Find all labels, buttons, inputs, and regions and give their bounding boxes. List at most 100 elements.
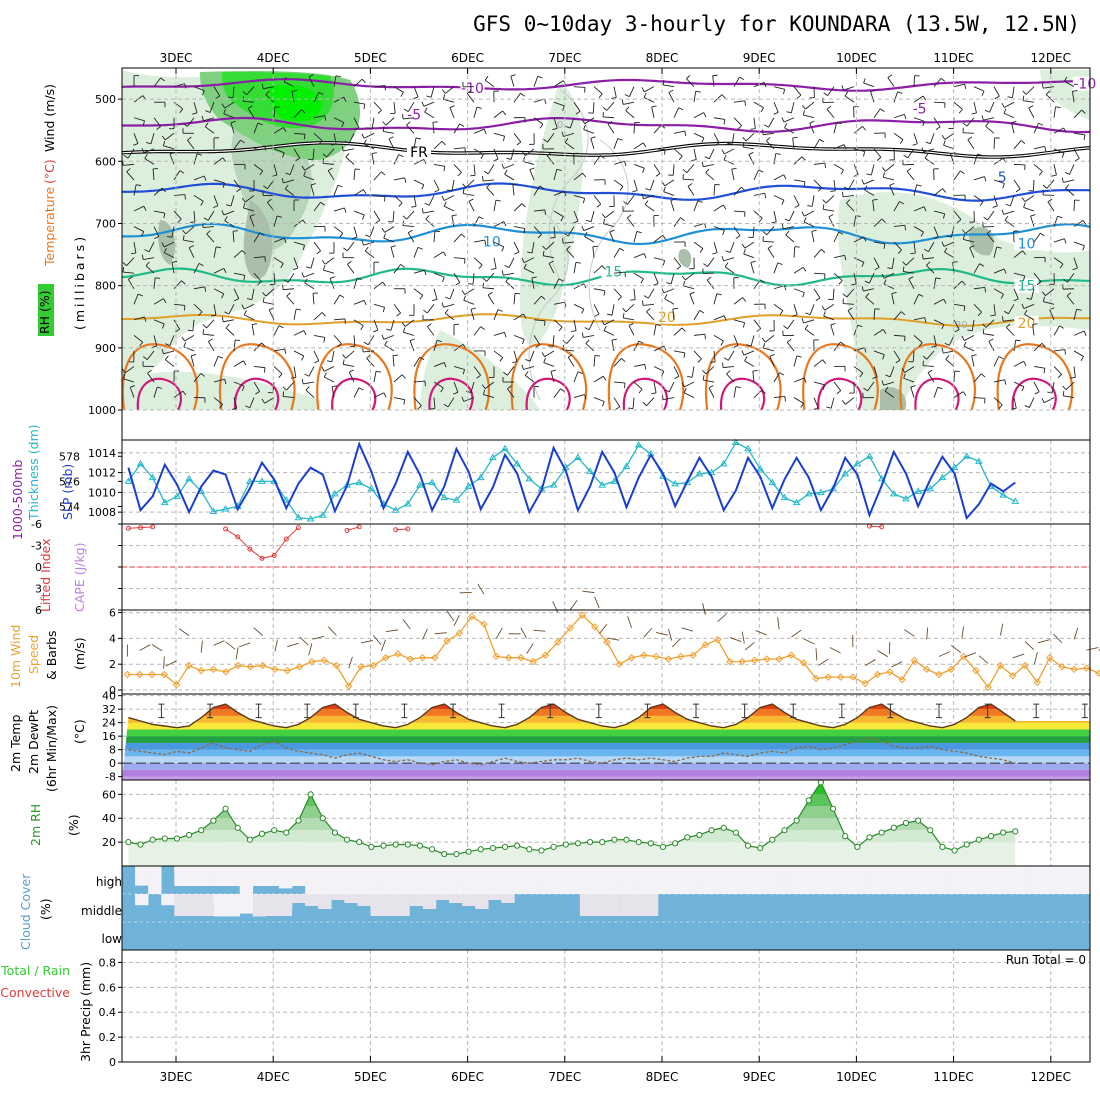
wind-barb [573,172,583,181]
wind-barb [588,319,595,330]
wind-barb-flag [861,262,865,268]
wind-barb-flag [241,197,246,203]
wind-barb-flag [560,216,564,222]
wind-barb [768,117,775,128]
wind-barb-flag [304,278,308,284]
wind-barb-flag [623,201,628,205]
wind-barb [273,148,285,154]
wind-barb [233,339,236,351]
wind-barb-flag [880,108,885,112]
wind-barb-flag [979,201,984,207]
rh2m-point [307,791,314,798]
thickness-point [488,453,497,461]
wind-barb-flag [201,115,204,121]
wind-barb [1025,86,1035,95]
minmax-bar [595,703,602,719]
wind-barb-flag [161,187,166,193]
wind-barb-flag [198,311,203,316]
wind-barb-flag [577,371,583,374]
wind-barb [673,327,683,336]
wind-barb [567,356,575,367]
cloud-clear-middle [213,894,227,917]
wind-barb-flag [582,198,586,204]
wind-barb [691,366,695,378]
wind-barb-flag [897,91,903,94]
wind-barb-flag [527,251,533,254]
thickness-tick: 576 [59,475,80,488]
wind-barb-flag [826,105,832,110]
wind-barb [766,140,775,150]
wind-barb-flag [581,119,586,124]
wind-barb [693,112,704,119]
wind-barb [1053,106,1056,118]
precip-convective-label: Convective [0,985,70,1000]
wind-barb-flag [413,96,419,100]
pressure-tick: 1000 [88,404,116,417]
wind10-barb [755,630,767,636]
wind-barb-flag [200,372,205,377]
wind-barb-flag [501,270,504,276]
wind-barb-flag [575,111,581,115]
wind-barb [573,101,581,112]
thickness-point [355,478,364,486]
wind-barb [230,195,235,207]
wind-barb [933,319,945,325]
rh2m-point [574,840,582,847]
wind-barb-flag [406,121,411,126]
wind-barb [153,298,164,305]
wind-barb [763,132,775,136]
wind-barb [385,117,395,126]
wind-barb [593,397,605,402]
wind-barb [173,303,185,306]
wind-barb-flag [442,276,445,282]
cloud-clear-middle [239,894,254,914]
wind-barb [393,397,405,401]
pressure-tick: 900 [95,342,116,355]
wind-barb-flag [443,362,447,368]
wind-barb-flag [1011,121,1017,124]
wind-barb-flag [826,406,832,409]
wind-barb-flag [998,404,1003,409]
wind-barb-flag [381,334,385,340]
wind-barb [1073,109,1083,119]
wind-barb [313,201,321,212]
wind-barb-flag [221,316,224,322]
wind-barb [310,184,315,196]
wind-barb-flag [982,328,985,334]
cloud-clear-high [422,866,437,886]
thickness-point [817,488,825,496]
wind-barb [353,387,360,398]
wind-barb-flag [358,387,364,391]
wind-barb [531,242,535,254]
wind-barb-flag [301,165,306,171]
wind-barb [150,133,155,144]
stability-panel-labels: Lifted Index CAPE (J/kg) [38,538,87,612]
wind-barb-flag [822,384,826,390]
wind-barb-flag [1005,203,1011,207]
wind-barb-flag [705,168,710,174]
wind-barb [804,328,815,336]
wind10-tick: 2 [109,658,116,671]
wind-barb [933,101,946,104]
wind-barb [733,297,743,305]
cloud-clear-high [174,866,188,886]
cloud-clear-high [802,866,816,894]
cloud-clear-high [972,866,986,894]
wind-barb-flag [163,248,167,253]
wind-barb-flag [840,169,844,175]
wind-barb-flag [196,153,202,156]
wind-barb-flag [282,386,287,391]
wind-barb [133,293,139,305]
cloud-clear-middle [422,894,437,909]
wind-barb-flag [252,323,258,325]
wind-barb-flag [290,376,296,379]
cloud-clear-high [331,866,345,886]
cloud-low-label: low [102,932,123,946]
wind-barb [133,117,145,122]
wind-barb-flag [941,135,946,140]
cloud-clear-high [606,866,620,886]
wind-barb-flag [556,168,562,172]
wind-barb [453,233,462,243]
wind-barb-flag [295,157,301,162]
wind-barb-flag [861,179,865,185]
